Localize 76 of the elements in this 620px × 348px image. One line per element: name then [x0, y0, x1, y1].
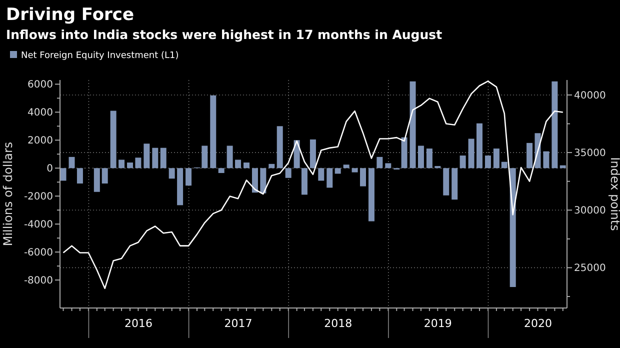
y-tick-label: 2000: [28, 136, 53, 147]
bar: [68, 156, 75, 168]
y-tick-label: -6000: [24, 248, 53, 259]
bar: [76, 168, 83, 184]
bar: [460, 156, 466, 168]
bar: [276, 126, 283, 168]
x-tick-label: 2020: [524, 317, 552, 330]
y-tick-label: 0: [46, 164, 53, 175]
legend-label: Net Foreign Equity Investment (L1): [21, 51, 179, 61]
bar: [352, 168, 358, 172]
bar: [310, 139, 316, 168]
bar: [135, 158, 142, 168]
bar: [186, 168, 192, 186]
bar: [94, 168, 100, 192]
bar: [118, 160, 125, 168]
bar: [334, 168, 341, 174]
bar: [368, 168, 374, 222]
bar: [385, 163, 392, 168]
bar: [468, 138, 474, 168]
bar: [452, 168, 458, 200]
bar: [343, 164, 350, 168]
bar: [252, 168, 258, 193]
line-series: [62, 80, 564, 290]
bar: [260, 168, 266, 194]
bar: [360, 168, 366, 186]
bar: [127, 162, 134, 168]
bar: [543, 151, 550, 168]
y2-tick-label: 25000: [574, 263, 606, 274]
bar: [218, 168, 224, 174]
chart-subtitle: Inflows into India stocks were highest in 17 months in August: [6, 27, 442, 42]
y-axis-title: Millions of dollars: [1, 142, 15, 246]
bar: [285, 168, 292, 178]
bar: [102, 168, 108, 184]
bar: [210, 95, 216, 168]
y-tick-label: 6000: [28, 80, 53, 91]
x-tick-label: 2019: [424, 317, 452, 330]
chart-title: Driving Force: [6, 5, 134, 25]
bar: [144, 144, 150, 168]
bar: [235, 160, 242, 168]
bar: [560, 165, 566, 168]
x-tick-label: 2016: [124, 317, 152, 330]
y2-tick-label: 30000: [574, 206, 606, 217]
bar: [426, 148, 432, 168]
bar: [526, 142, 533, 168]
x-tick-label: 2017: [224, 317, 252, 330]
y2-tick-label: 40000: [574, 90, 606, 102]
y2-axis-title: Index points: [608, 157, 620, 231]
bar: [60, 168, 66, 181]
bar: [476, 123, 482, 168]
bar: [326, 168, 333, 188]
bar: [401, 137, 408, 168]
y-tick-label: -8000: [24, 276, 53, 287]
y-tick-label: 4000: [28, 108, 53, 119]
bar: [268, 164, 275, 168]
bar: [244, 162, 250, 168]
bar: [493, 148, 500, 168]
y-tick-label: -4000: [24, 220, 53, 231]
bar: [410, 81, 416, 168]
bar: [318, 168, 324, 181]
bar: [226, 146, 233, 168]
bar: [110, 110, 116, 168]
bar: [168, 168, 175, 179]
bar: [301, 168, 308, 195]
bar: [152, 148, 158, 168]
bar: [510, 168, 516, 288]
bar: [160, 148, 166, 168]
bar: [376, 156, 383, 168]
bar: [501, 162, 508, 168]
bar: [552, 81, 558, 168]
bar: [484, 156, 491, 168]
y-tick-label: -2000: [24, 192, 53, 203]
bar: [177, 168, 184, 206]
bar: [443, 168, 450, 196]
y2-tick-label: 35000: [574, 148, 606, 160]
x-tick-label: 2018: [324, 317, 352, 330]
bar: [418, 146, 424, 168]
